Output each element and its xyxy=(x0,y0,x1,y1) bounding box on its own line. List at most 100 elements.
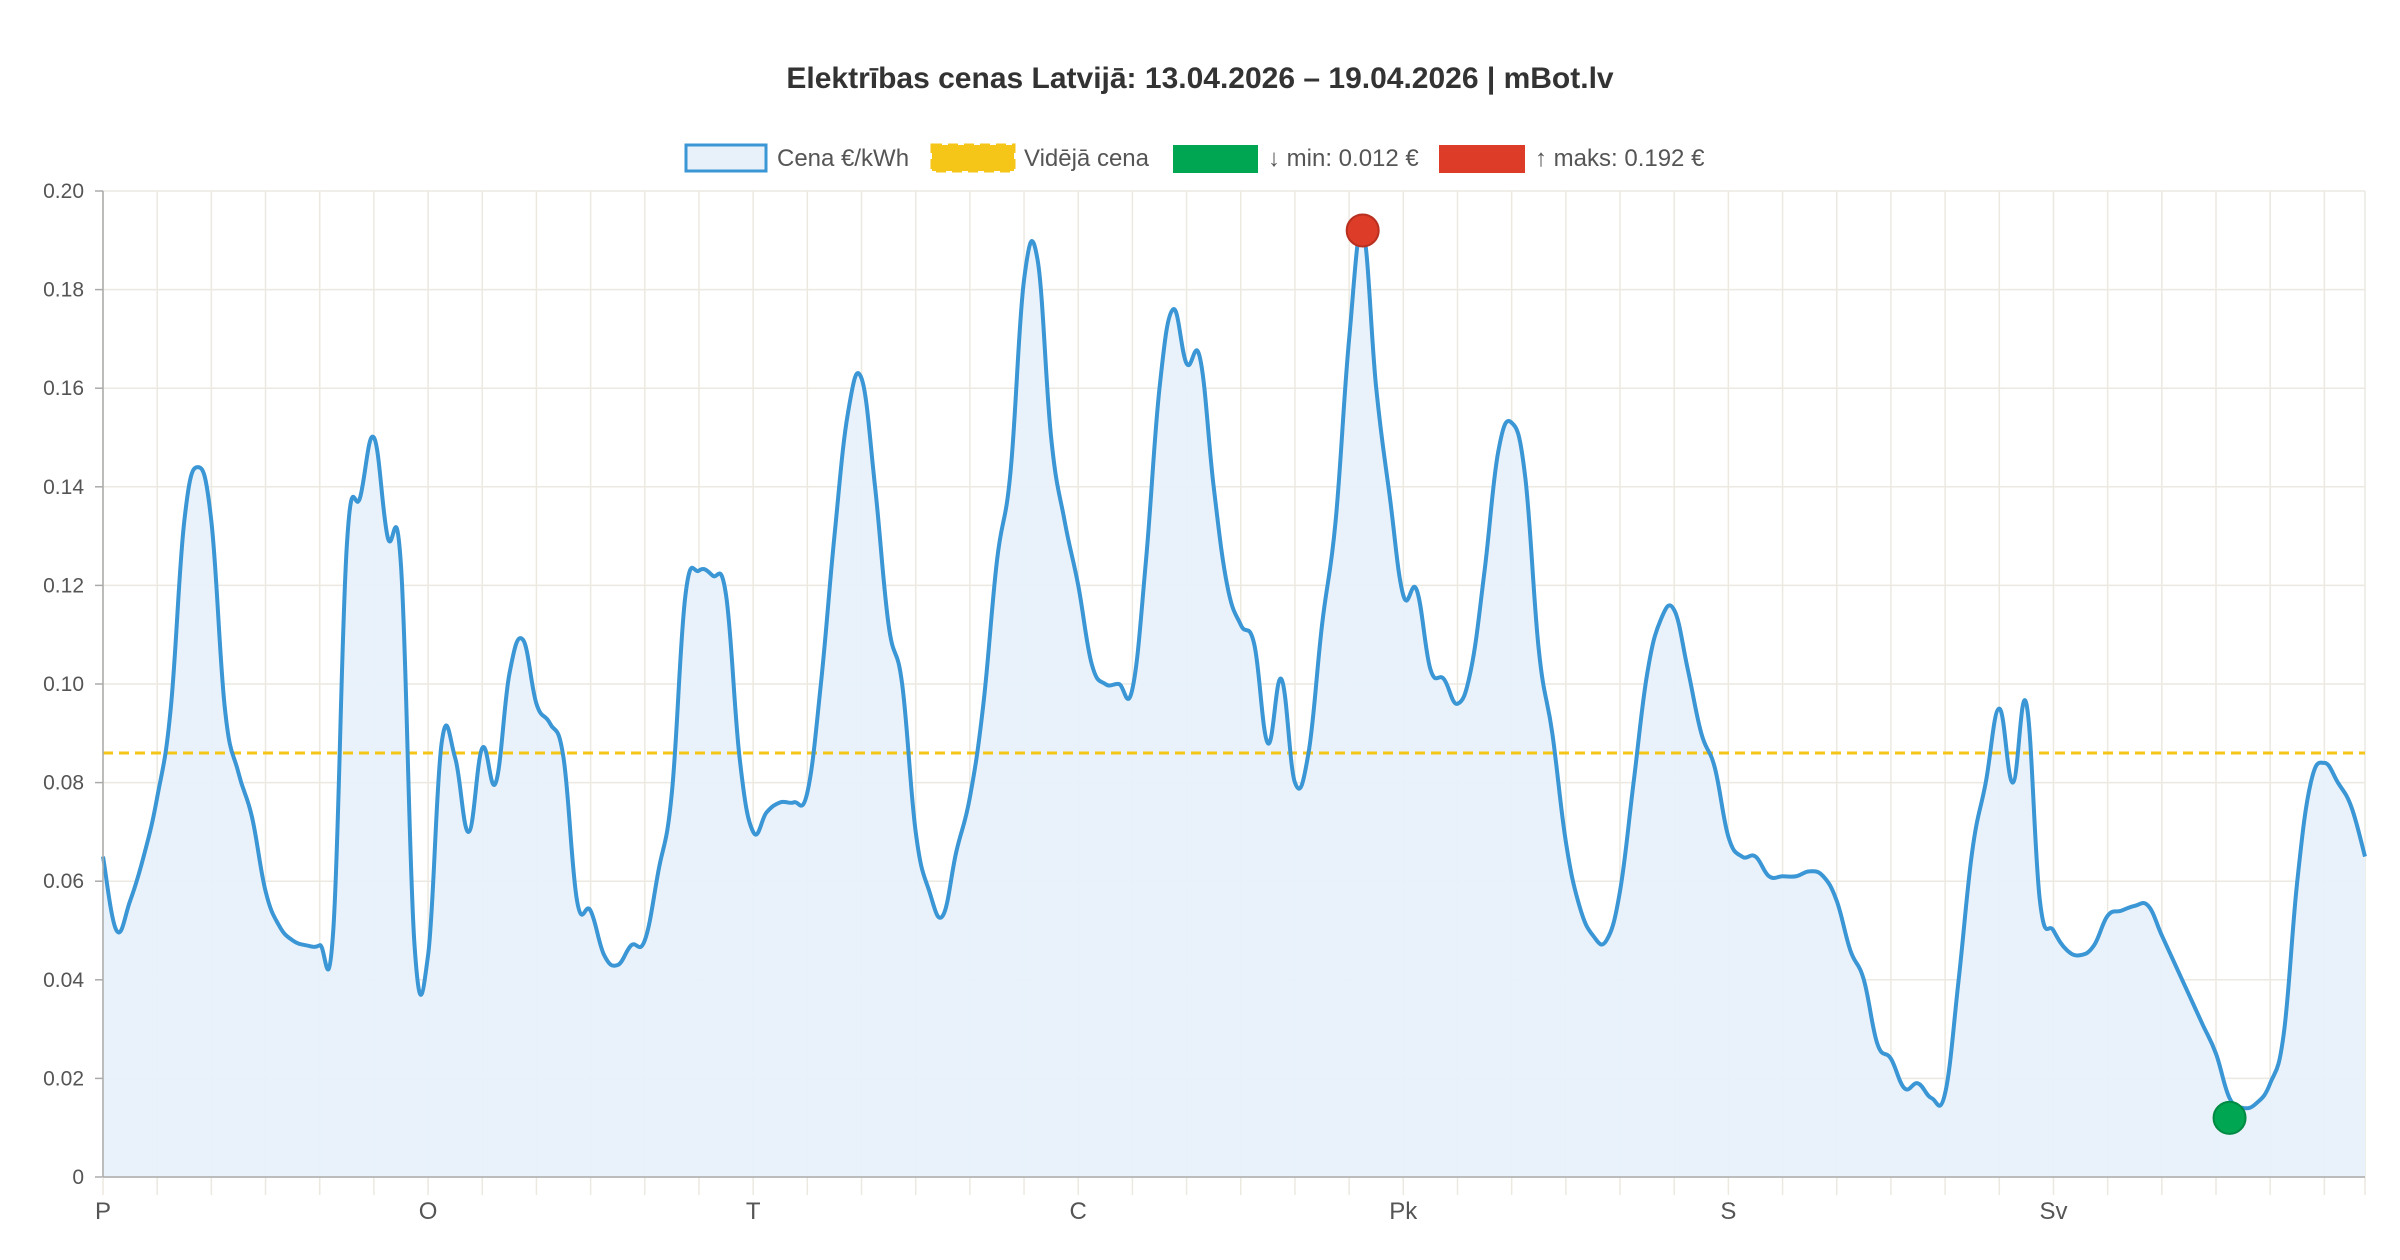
data-point[interactable] xyxy=(723,592,729,598)
data-point[interactable] xyxy=(1536,646,1542,652)
data-point[interactable] xyxy=(1698,730,1704,736)
data-point[interactable] xyxy=(1752,854,1758,860)
data-point[interactable] xyxy=(2294,878,2300,884)
data-point[interactable] xyxy=(1089,661,1095,667)
data-point[interactable] xyxy=(1454,701,1460,707)
data-point[interactable] xyxy=(2132,903,2138,909)
data-point[interactable] xyxy=(154,794,160,800)
data-point[interactable] xyxy=(831,533,837,539)
data-point[interactable] xyxy=(276,923,282,929)
data-point[interactable] xyxy=(2213,1051,2219,1057)
data-point[interactable] xyxy=(2348,804,2354,810)
data-point[interactable] xyxy=(1603,937,1609,943)
data-point[interactable] xyxy=(1631,780,1637,786)
data-point[interactable] xyxy=(926,888,932,894)
data-point[interactable] xyxy=(2267,1080,2273,1086)
data-point[interactable] xyxy=(2050,928,2056,934)
data-point[interactable] xyxy=(493,780,499,786)
data-point[interactable] xyxy=(886,622,892,628)
data-point[interactable] xyxy=(967,794,973,800)
data-point[interactable] xyxy=(1075,582,1081,588)
data-point[interactable] xyxy=(2335,780,2341,786)
max-point-marker[interactable] xyxy=(1345,213,1380,248)
data-point[interactable] xyxy=(2064,947,2070,953)
data-point[interactable] xyxy=(1157,385,1163,391)
data-point[interactable] xyxy=(2308,780,2314,786)
data-point[interactable] xyxy=(249,814,255,820)
data-point[interactable] xyxy=(412,942,418,948)
data-point[interactable] xyxy=(2281,1031,2287,1037)
data-point[interactable] xyxy=(425,952,431,958)
data-point[interactable] xyxy=(2172,962,2178,968)
data-point[interactable] xyxy=(615,962,621,968)
data-point[interactable] xyxy=(466,829,472,835)
data-point[interactable] xyxy=(804,789,810,795)
data-point[interactable] xyxy=(1956,977,1962,983)
data-point[interactable] xyxy=(1590,932,1596,938)
data-point[interactable] xyxy=(1874,1041,1880,1047)
data-point[interactable] xyxy=(1251,642,1257,648)
data-point[interactable] xyxy=(1658,617,1664,623)
data-point[interactable] xyxy=(953,849,959,855)
data-point[interactable] xyxy=(1482,568,1488,574)
data-point[interactable] xyxy=(2199,1021,2205,1027)
data-point[interactable] xyxy=(1780,873,1786,879)
data-point[interactable] xyxy=(1468,666,1474,672)
data-point[interactable] xyxy=(818,681,824,687)
data-point[interactable] xyxy=(1996,706,2002,712)
data-point[interactable] xyxy=(2186,992,2192,998)
data-point[interactable] xyxy=(371,435,377,441)
data-point[interactable] xyxy=(506,671,512,677)
data-point[interactable] xyxy=(1102,681,1108,687)
data-point[interactable] xyxy=(141,854,147,860)
data-point[interactable] xyxy=(2159,932,2165,938)
data-point[interactable] xyxy=(750,829,756,835)
data-point[interactable] xyxy=(1725,834,1731,840)
data-point[interactable] xyxy=(303,942,309,948)
data-point[interactable] xyxy=(1265,740,1271,746)
data-point[interactable] xyxy=(1305,750,1311,756)
data-point[interactable] xyxy=(222,706,228,712)
data-point[interactable] xyxy=(1292,780,1298,786)
data-point[interactable] xyxy=(1576,903,1582,909)
data-point[interactable] xyxy=(1712,765,1718,771)
legend-item-min[interactable]: ↓ min: 0.012 € xyxy=(1173,145,1419,173)
data-point[interactable] xyxy=(601,952,607,958)
data-point[interactable] xyxy=(2105,913,2111,919)
data-point[interactable] xyxy=(1035,257,1041,263)
data-point[interactable] xyxy=(777,799,783,805)
data-point[interactable] xyxy=(913,829,919,835)
data-point[interactable] xyxy=(669,789,675,795)
data-point[interactable] xyxy=(628,942,634,948)
data-point[interactable] xyxy=(1983,780,1989,786)
data-point[interactable] xyxy=(1834,898,1840,904)
legend-item-series[interactable]: Cena €/kWh xyxy=(684,143,909,173)
data-point[interactable] xyxy=(1211,484,1217,490)
data-point[interactable] xyxy=(1062,518,1068,524)
data-point[interactable] xyxy=(1319,622,1325,628)
data-point[interactable] xyxy=(845,410,851,416)
data-point[interactable] xyxy=(357,494,363,500)
data-point[interactable] xyxy=(1224,582,1230,588)
data-point[interactable] xyxy=(980,701,986,707)
data-point[interactable] xyxy=(710,573,716,579)
data-point[interactable] xyxy=(2091,942,2097,948)
data-point[interactable] xyxy=(737,755,743,761)
data-point[interactable] xyxy=(1739,854,1745,860)
data-point[interactable] xyxy=(2118,908,2124,914)
data-point[interactable] xyxy=(479,745,485,751)
data-point[interactable] xyxy=(1793,873,1799,879)
data-point[interactable] xyxy=(1685,666,1691,672)
data-point[interactable] xyxy=(533,701,539,707)
data-point[interactable] xyxy=(2227,1095,2233,1101)
data-point[interactable] xyxy=(2362,854,2368,860)
data-point[interactable] xyxy=(384,533,390,539)
data-point[interactable] xyxy=(1969,849,1975,855)
data-point[interactable] xyxy=(127,898,133,904)
data-point[interactable] xyxy=(1414,587,1420,593)
data-point[interactable] xyxy=(1644,671,1650,677)
data-point[interactable] xyxy=(547,720,553,726)
data-point[interactable] xyxy=(2010,780,2016,786)
data-point[interactable] xyxy=(344,543,350,549)
data-point[interactable] xyxy=(1901,1085,1907,1091)
